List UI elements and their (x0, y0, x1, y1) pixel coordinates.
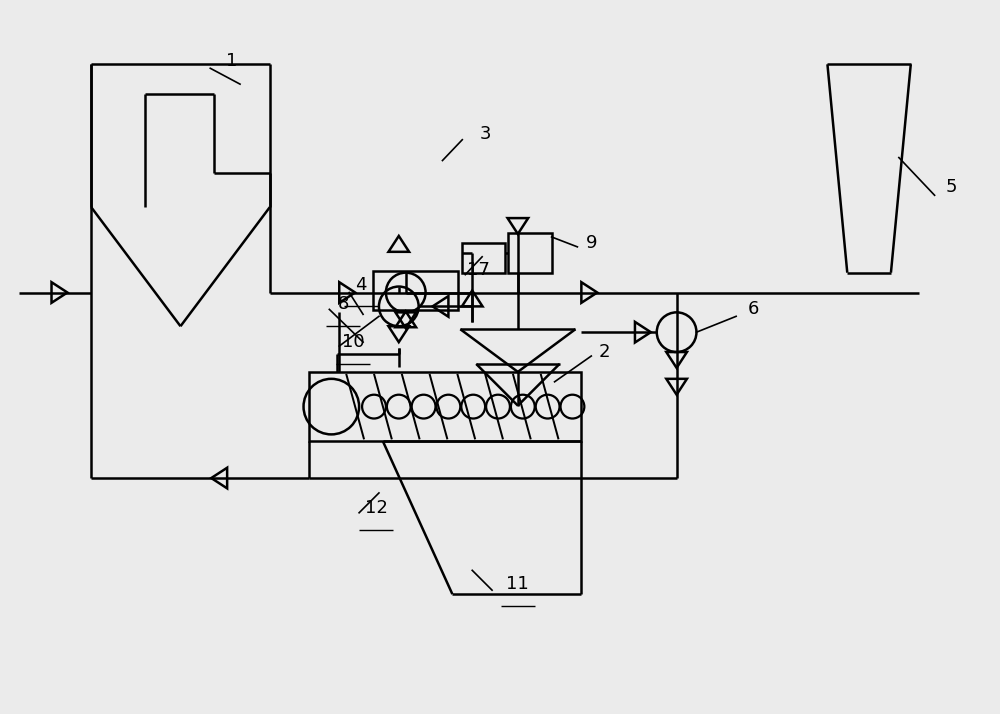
Text: 10: 10 (342, 333, 364, 351)
Text: 2: 2 (598, 343, 610, 361)
Text: 9: 9 (586, 234, 597, 252)
Bar (462, 243, 505, 273)
Text: 12: 12 (365, 499, 387, 517)
Bar (373, 271, 458, 311)
Text: 8: 8 (338, 296, 349, 313)
Text: 11: 11 (506, 575, 529, 593)
Text: 6: 6 (747, 301, 759, 318)
Text: 5: 5 (946, 178, 957, 196)
Bar (508, 233, 552, 273)
Text: 17: 17 (467, 261, 490, 278)
Bar (309, 372, 581, 441)
Text: 4: 4 (355, 276, 367, 293)
Text: 3: 3 (479, 125, 491, 143)
Text: 1: 1 (226, 52, 238, 70)
